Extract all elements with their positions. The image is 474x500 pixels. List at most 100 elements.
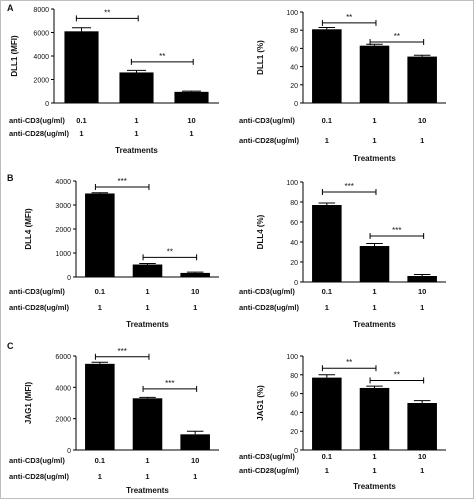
row-label-cd28: anti-CD28(ug/ml) (239, 303, 300, 312)
chart-a-pct: 0 20 40 60 80 100 DLL1 (%) ** ** anti-CD3(ug/ml) a… (239, 10, 446, 163)
row-label-cd28: anti-CD28(ug/ml) (9, 472, 70, 481)
cd28-value: 1 (420, 136, 424, 145)
bar (360, 46, 390, 103)
x-axis-label: Treatments (126, 486, 169, 495)
bar (312, 205, 342, 282)
cd28-value: 1 (325, 466, 329, 475)
bar (133, 265, 163, 277)
cd3-value: 0.1 (76, 116, 86, 125)
chart-a-mfi: 0 2000 4000 6000 8000 DLL1 (MFI) ** ** anti-CD3(… (9, 7, 219, 155)
y-tick-label: 80 (290, 28, 298, 35)
cd28-value: 1 (325, 303, 329, 312)
y-tick-label: 1000 (55, 251, 71, 258)
y-tick-label: 60 (290, 46, 298, 53)
bar (360, 388, 390, 450)
chart-b-pct: 0 20 40 60 80 100 DLL4 (%) *** *** anti-CD3(ug/ml… (239, 180, 446, 329)
y-tick-label: 20 (290, 429, 298, 436)
row-label-cd3: anti-CD3(ug/ml) (239, 452, 295, 461)
x-axis-label: Treatments (115, 146, 158, 155)
y-tick-label: 4000 (55, 179, 71, 186)
row-label-cd28: anti-CD28(ug/ml) (239, 136, 300, 145)
bar (180, 434, 210, 450)
cd28-value: 1 (372, 303, 376, 312)
cd28-value: 1 (420, 466, 424, 475)
row-label-cd3: anti-CD3(ug/ml) (239, 116, 295, 125)
bar (407, 57, 437, 103)
panel-label-b: B (7, 173, 14, 183)
x-axis-label: Treatments (353, 154, 396, 163)
significance-label: *** (118, 177, 127, 186)
chart-c-pct: 0 20 40 60 80 100 JAG1 (%) ** ** anti-CD3(ug/ml) a… (239, 354, 446, 491)
y-tick-label: 20 (290, 83, 298, 90)
y-tick-label: 0 (294, 280, 298, 287)
panel-label-c: C (7, 341, 14, 351)
cd28-value: 1 (145, 303, 149, 312)
row-label-cd3: anti-CD3(ug/ml) (239, 287, 295, 296)
significance-label: ** (167, 247, 173, 256)
cd28-value: 1 (420, 303, 424, 312)
cd28-value: 1 (79, 129, 83, 138)
cd28-value: 1 (193, 472, 197, 481)
y-tick-label: 40 (290, 65, 298, 72)
significance-label: ** (346, 358, 352, 367)
significance-label: *** (165, 379, 174, 388)
y-tick-label: 2000 (55, 417, 71, 424)
y-tick-label: 4000 (55, 385, 71, 392)
y-tick-label: 40 (290, 240, 298, 247)
cd3-value: 1 (372, 452, 376, 461)
cd28-value: 1 (189, 129, 193, 138)
y-tick-label: 6000 (55, 354, 71, 361)
y-tick-label: 3000 (55, 203, 71, 210)
cd3-value: 10 (191, 456, 199, 465)
y-tick-label: 80 (290, 373, 298, 380)
bar (180, 273, 210, 277)
significance-label: ** (104, 8, 110, 17)
y-axis-label: DLL1 (MFI) (10, 35, 19, 77)
y-axis-label: JAG1 (%) (256, 385, 265, 421)
row-label-cd28: anti-CD28(ug/ml) (9, 129, 70, 138)
y-tick-label: 0 (67, 275, 71, 282)
y-tick-label: 60 (290, 220, 298, 227)
row-label-cd3: anti-CD3(ug/ml) (9, 116, 65, 125)
cd3-value: 0.1 (95, 287, 105, 296)
cd3-value: 1 (372, 116, 376, 125)
cd3-value: 1 (145, 456, 149, 465)
y-tick-label: 0 (294, 101, 298, 108)
significance-label: *** (118, 347, 127, 356)
y-tick-label: 40 (290, 410, 298, 417)
bar (312, 29, 342, 103)
cd28-value: 1 (193, 303, 197, 312)
cd3-value: 10 (191, 287, 199, 296)
x-axis-label: Treatments (353, 320, 396, 329)
y-tick-label: 20 (290, 260, 298, 267)
row-label-cd28: anti-CD28(ug/ml) (9, 303, 70, 312)
y-tick-label: 0 (67, 448, 71, 455)
y-tick-label: 8000 (33, 7, 49, 14)
cd3-value: 0.1 (95, 456, 105, 465)
cd3-value: 10 (187, 116, 195, 125)
y-tick-label: 60 (290, 392, 298, 399)
cd28-value: 1 (325, 136, 329, 145)
bar (407, 276, 437, 282)
x-axis-label: Treatments (126, 320, 169, 329)
bar (174, 92, 208, 103)
bar (85, 193, 115, 277)
significance-label: *** (345, 182, 354, 191)
y-tick-label: 2000 (55, 227, 71, 234)
cd3-value: 10 (418, 287, 426, 296)
x-axis-label: Treatments (353, 482, 396, 491)
significance-label: ** (394, 370, 400, 379)
cd28-value: 1 (372, 466, 376, 475)
significance-label: ** (394, 32, 400, 41)
bar (85, 364, 115, 450)
bar (133, 398, 163, 450)
cd3-value: 10 (418, 452, 426, 461)
cd3-value: 0.1 (322, 116, 332, 125)
bar (407, 403, 437, 450)
y-axis-label: JAG1 (MFI) (24, 382, 33, 425)
y-axis-label: DLL4 (MFI) (24, 208, 33, 250)
cd3-value: 1 (372, 287, 376, 296)
